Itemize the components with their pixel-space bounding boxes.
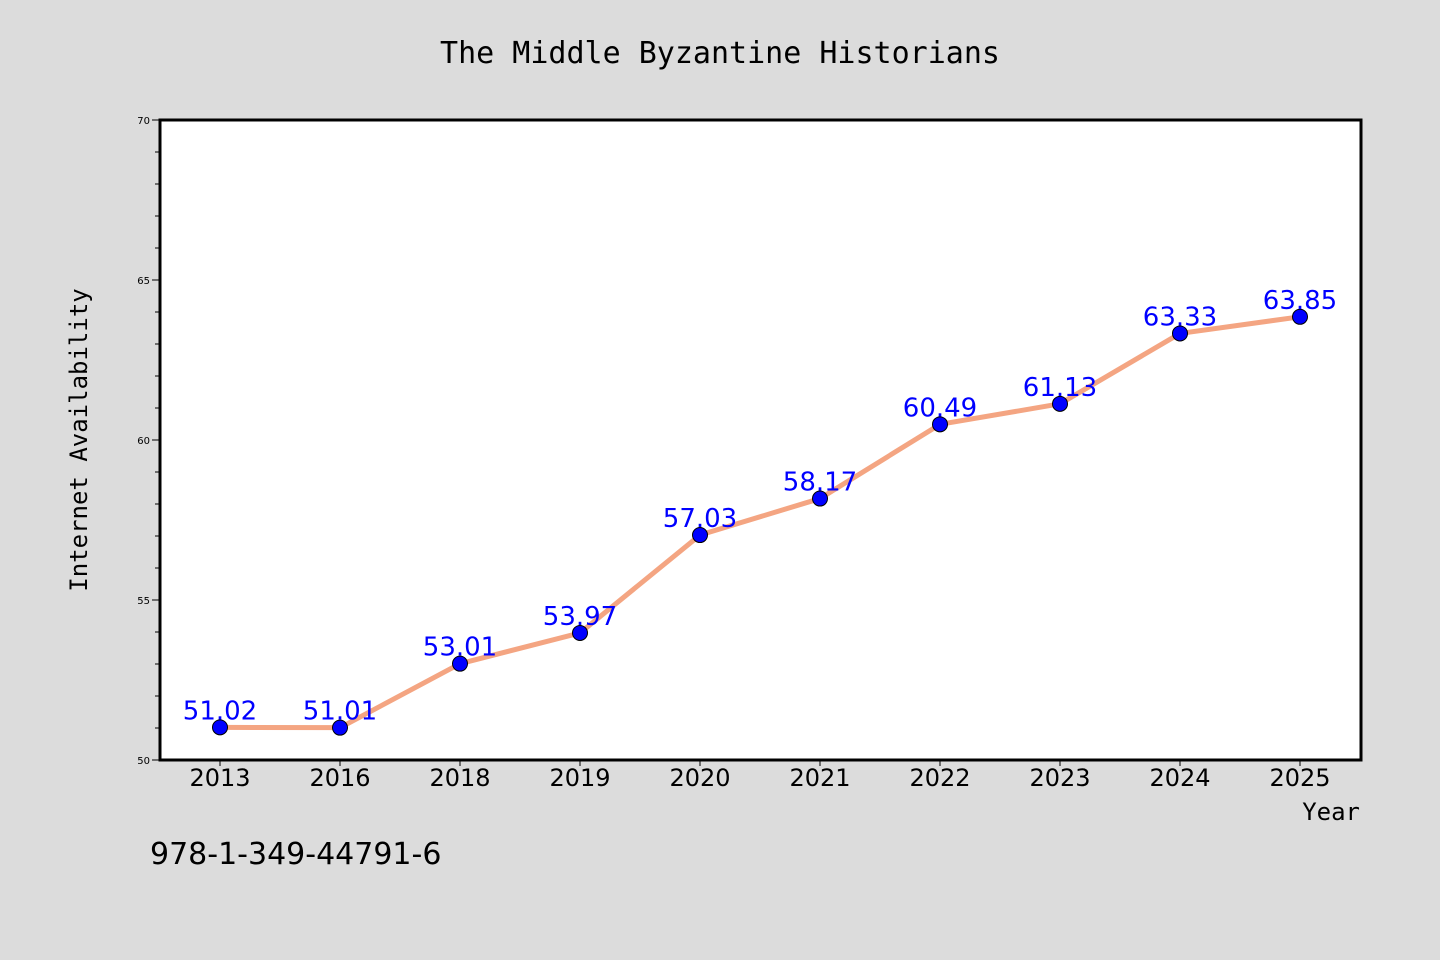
x-tick-label: 2013 [189,764,250,792]
data-point-marker [212,719,228,736]
y-tick-label: 70 [137,116,150,127]
y-tick-label: 55 [137,596,150,607]
data-point-marker [932,416,948,433]
data-point-marker [812,490,828,507]
y-tick-label: 65 [137,276,150,287]
data-label: 61.13 [1023,373,1097,403]
data-point-marker [1172,325,1188,342]
data-label-group: 51.02 51.01 53.01 53.97 57.03 58.17 60.49 61.13… [183,286,1337,727]
data-point-marker [1292,308,1308,325]
data-point-marker [332,719,348,736]
x-tick-label: 2018 [429,764,490,792]
x-tick-label: 2025 [1269,764,1330,792]
y-tick-label: 50 [137,756,150,767]
x-axis-ticks: 2013 2016 2018 2019 2020 2021 2022 2023 2024 2025 [189,760,1331,792]
plot-area [160,120,1361,760]
data-label: 51.01 [303,697,377,727]
x-tick-label: 2019 [549,764,610,792]
series-line [217,314,1303,731]
data-point-marker [1052,395,1068,412]
x-tick-label: 2016 [309,764,370,792]
x-tick-label: 2022 [909,764,970,792]
x-tick-label: 2024 [1149,764,1210,792]
y-tick-label: 60 [137,436,150,447]
data-label: 53.01 [423,633,497,663]
x-tick-label: 2023 [1029,764,1090,792]
data-label: 58.17 [783,468,857,498]
isbn-caption: 978-1-349-44791-6 [150,837,441,872]
data-label: 63.85 [1263,286,1337,316]
plot-frame [158,118,1363,762]
data-label: 63.33 [1143,302,1217,332]
data-point-marker [452,655,468,672]
data-label: 57.03 [663,504,737,534]
x-tick-label: 2020 [669,764,730,792]
y-axis-label: Internet Availability [65,288,93,591]
data-point-marker [572,624,588,641]
data-label: 60.49 [903,393,977,423]
series-line-group [212,308,1308,736]
data-label: 51.02 [183,696,257,726]
x-tick-label: 2021 [789,764,850,792]
y-axis-ticks: 50 55 60 65 70 [137,116,160,767]
chart-title: The Middle Byzantine Historians [440,36,1000,71]
data-label: 53.97 [543,602,617,632]
x-axis-label: Year [1302,798,1360,826]
data-point-marker [692,527,708,544]
